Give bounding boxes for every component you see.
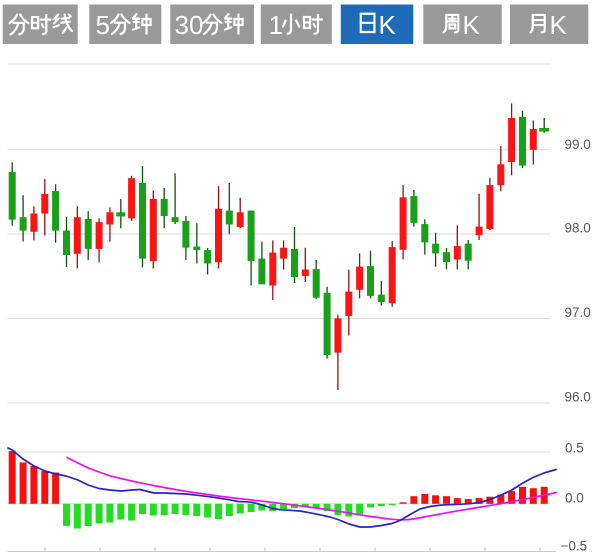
svg-text:K: K <box>379 10 397 40</box>
svg-text:0.5: 0.5 <box>565 441 584 456</box>
svg-text:K: K <box>550 10 568 40</box>
svg-text:30: 30 <box>175 10 204 40</box>
svg-text:0.0: 0.0 <box>565 490 584 505</box>
svg-text:K: K <box>463 10 481 40</box>
svg-text:96.0: 96.0 <box>565 390 591 405</box>
svg-text:98.0: 98.0 <box>565 221 591 236</box>
svg-text:1: 1 <box>269 10 283 40</box>
svg-text:97.0: 97.0 <box>565 305 591 320</box>
svg-text:99.0: 99.0 <box>565 137 591 152</box>
svg-text:5: 5 <box>96 10 110 40</box>
svg-text:−0.5: −0.5 <box>561 539 588 554</box>
